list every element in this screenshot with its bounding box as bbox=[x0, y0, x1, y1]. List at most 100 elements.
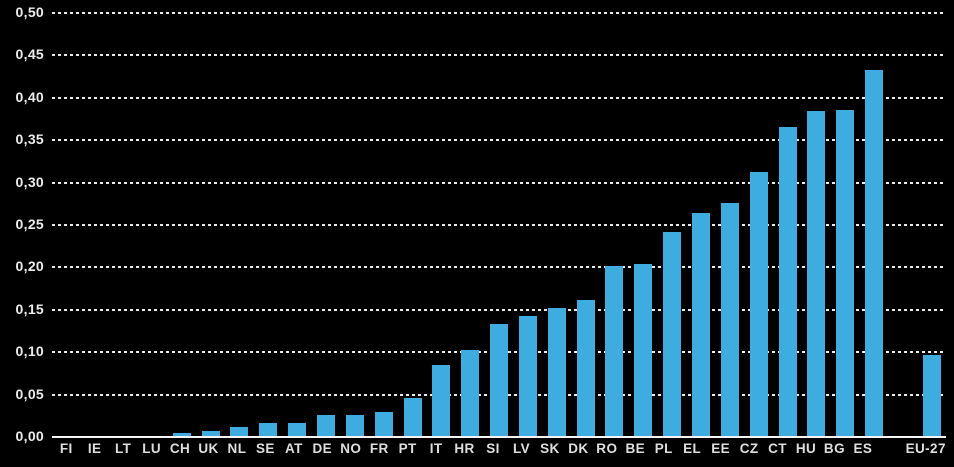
bar-slot-FR bbox=[369, 13, 398, 437]
y-tick-label-0,25: 0,25 bbox=[15, 216, 44, 232]
x-label-BG: BG bbox=[823, 441, 845, 456]
gridline-0,50 bbox=[52, 12, 946, 14]
bar-slot-CH bbox=[167, 13, 196, 437]
bar-HU bbox=[807, 111, 826, 437]
bar-slot-PT bbox=[398, 13, 427, 437]
x-label-AT: AT bbox=[284, 441, 303, 456]
x-label-EE: EE bbox=[711, 441, 731, 456]
x-label-BE: BE bbox=[625, 441, 646, 456]
gridline-0,20 bbox=[52, 266, 946, 269]
x-label-LV: LV bbox=[512, 441, 530, 456]
x-label-HU: HU bbox=[795, 441, 817, 456]
bar-EU-27 bbox=[922, 354, 941, 437]
bar-SI bbox=[490, 324, 509, 437]
bar-NL bbox=[230, 426, 249, 437]
bar-slot-HR bbox=[456, 13, 485, 437]
x-axis-line bbox=[52, 436, 946, 438]
y-tick-label-0,45: 0,45 bbox=[15, 46, 44, 63]
bar-slot-ES bbox=[860, 13, 889, 437]
bar-RO bbox=[605, 265, 624, 437]
bar-slot-CT bbox=[773, 13, 802, 437]
bar-slot-DK bbox=[571, 13, 600, 437]
bar-slot-NO bbox=[340, 13, 369, 437]
x-label-PL: PL bbox=[654, 441, 673, 456]
bar-slot-IT bbox=[427, 13, 456, 437]
x-axis: FI IE LT LU CH UK NL SE AT DE NO FR PT IT HR SI LV SK DK RO… bbox=[52, 441, 946, 463]
bar-slot-BE bbox=[629, 13, 658, 437]
bar-PT bbox=[403, 398, 422, 437]
x-label-CT: CT bbox=[768, 441, 787, 456]
x-label-NO: NO bbox=[340, 441, 362, 456]
bar-EE bbox=[720, 202, 739, 437]
x-label-DK: DK bbox=[568, 441, 589, 456]
bar-slot-SK bbox=[542, 13, 571, 437]
x-label-LU: LU bbox=[142, 441, 161, 456]
x-label-UK: UK bbox=[198, 441, 219, 456]
y-tick-label-0,40: 0,40 bbox=[15, 88, 44, 105]
x-label-EU-27: EU-27 bbox=[905, 441, 946, 456]
bar-slot-CZ bbox=[744, 13, 773, 437]
bar-DK bbox=[576, 300, 595, 437]
bar-CH bbox=[172, 432, 191, 437]
y-tick-label-0,05: 0,05 bbox=[15, 385, 44, 402]
x-label-spacer bbox=[877, 441, 905, 463]
bar-slot-DE bbox=[312, 13, 341, 437]
bar-UK bbox=[201, 431, 220, 437]
bar-SK bbox=[547, 308, 566, 437]
y-tick-label-0,20: 0,20 bbox=[15, 258, 44, 275]
gridline-0,40 bbox=[52, 96, 946, 99]
bar-slot-HU bbox=[802, 13, 831, 437]
x-label-IE: IE bbox=[87, 441, 102, 456]
bar-slot-FI bbox=[52, 13, 81, 437]
bar-slot-EE bbox=[715, 13, 744, 437]
bar-slot-RO bbox=[600, 13, 629, 437]
bar-PL bbox=[663, 231, 682, 437]
bar-slot-UK bbox=[196, 13, 225, 437]
bar-CT bbox=[778, 127, 797, 437]
y-tick-label-0,00: 0,00 bbox=[15, 428, 44, 444]
gridline-0,35 bbox=[52, 139, 946, 142]
x-label-PT: PT bbox=[398, 441, 417, 456]
bar-slot-spacer bbox=[888, 13, 917, 437]
bar-FR bbox=[374, 412, 393, 437]
x-label-SI: SI bbox=[486, 441, 500, 456]
x-label-LT: LT bbox=[114, 441, 132, 456]
bar-BG bbox=[836, 109, 855, 437]
bar-slot-LU bbox=[139, 13, 168, 437]
bar-slot-IE bbox=[81, 13, 110, 437]
bar-slot-LV bbox=[514, 13, 543, 437]
bar-slot-SE bbox=[254, 13, 283, 437]
bar-CZ bbox=[749, 171, 768, 437]
bar-slot-BG bbox=[831, 13, 860, 437]
bar-HR bbox=[461, 349, 480, 437]
x-label-SE: SE bbox=[255, 441, 275, 456]
x-label-ES: ES bbox=[853, 441, 873, 456]
plot-area bbox=[52, 12, 946, 438]
gridline-0,25 bbox=[52, 224, 946, 226]
gridline-0,45 bbox=[52, 54, 946, 57]
bar-ES bbox=[865, 69, 884, 437]
x-label-DE: DE bbox=[312, 441, 333, 456]
bar-slot-EL bbox=[687, 13, 716, 437]
bar-slot-NL bbox=[225, 13, 254, 437]
bar-DE bbox=[317, 414, 336, 437]
x-label-RO: RO bbox=[596, 441, 618, 456]
x-label-SK: SK bbox=[540, 441, 560, 456]
x-label-IT: IT bbox=[429, 441, 443, 456]
y-tick-label-0,10: 0,10 bbox=[15, 343, 44, 360]
y-tick-label-0,30: 0,30 bbox=[15, 173, 44, 190]
bar-slot-PL bbox=[658, 13, 687, 437]
y-tick-label-0,15: 0,15 bbox=[15, 300, 44, 317]
gridline-0,30 bbox=[52, 181, 946, 184]
bar-BE bbox=[634, 264, 653, 437]
bar-slot-EU-27 bbox=[917, 13, 946, 437]
bar-slot-SI bbox=[485, 13, 514, 437]
bar-AT bbox=[288, 422, 307, 437]
bar-IT bbox=[432, 364, 451, 437]
bars-row bbox=[52, 13, 946, 437]
x-label-EL: EL bbox=[683, 441, 702, 456]
x-label-CH: CH bbox=[169, 441, 191, 456]
bar-slot-LT bbox=[110, 13, 139, 437]
bar-NO bbox=[345, 414, 364, 437]
